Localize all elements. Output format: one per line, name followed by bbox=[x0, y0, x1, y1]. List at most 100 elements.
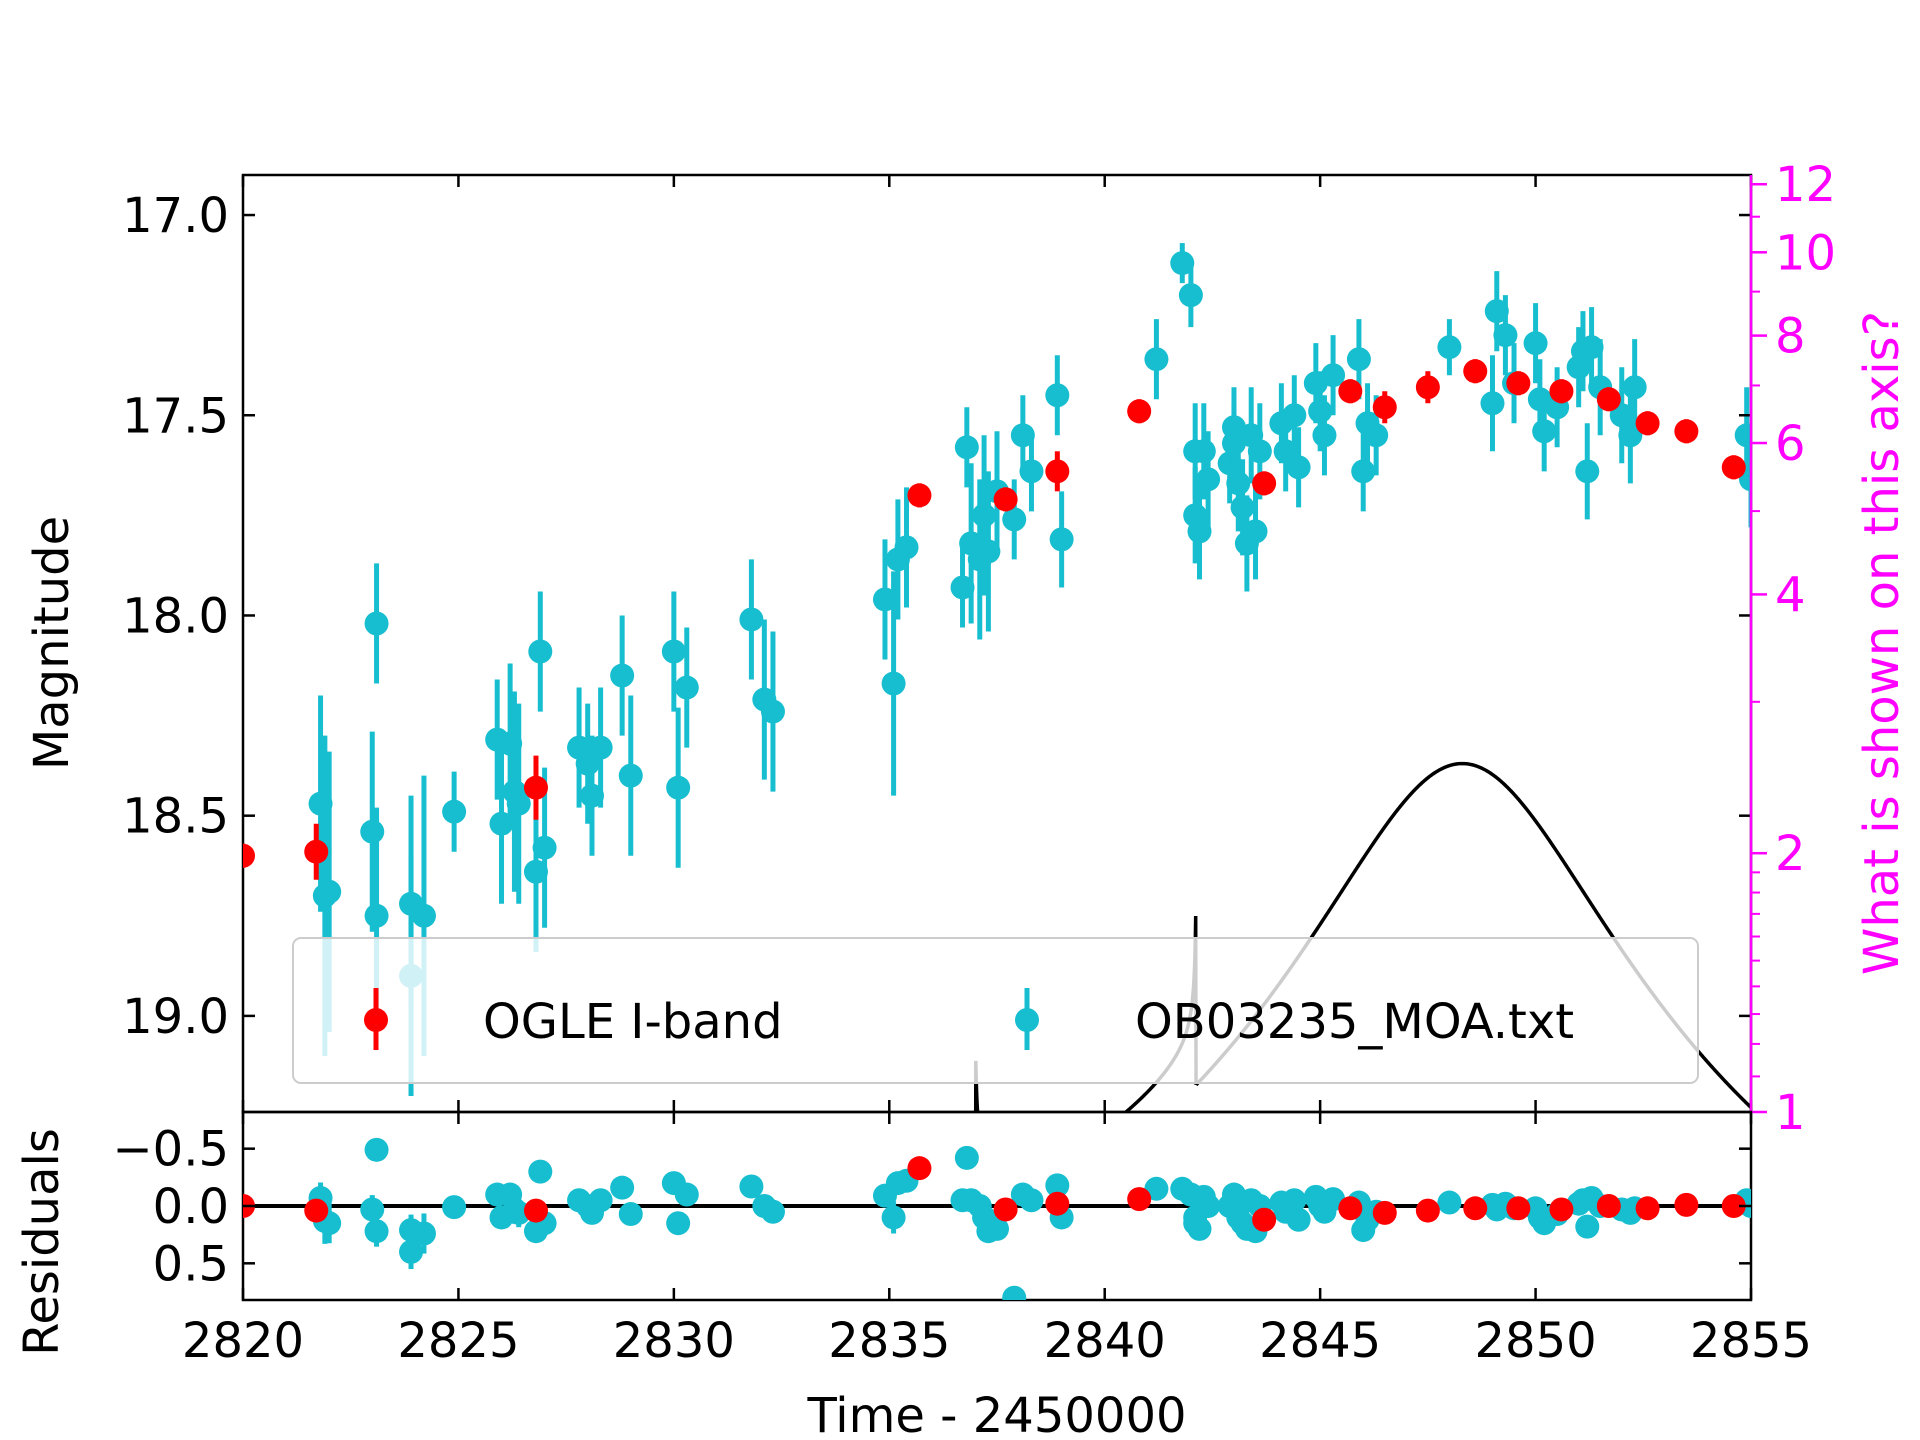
moa-point bbox=[976, 539, 1001, 564]
moa-point bbox=[1493, 323, 1518, 348]
right-axis-tick-label: 8 bbox=[1775, 309, 1806, 365]
moa-point bbox=[360, 819, 385, 844]
ogle-residual-point bbox=[1549, 1197, 1574, 1222]
moa-residual-point bbox=[985, 1216, 1009, 1241]
x-tick-label: 2820 bbox=[182, 1313, 304, 1369]
moa-residual-point bbox=[588, 1188, 613, 1213]
ogle-point bbox=[1045, 459, 1070, 484]
moa-point bbox=[1049, 527, 1074, 552]
main-y-tick-label: 19.0 bbox=[122, 989, 229, 1045]
moa-residual-point bbox=[1196, 1194, 1221, 1218]
moa-point bbox=[1622, 375, 1647, 400]
moa-residual-point bbox=[1282, 1188, 1307, 1213]
moa-residual-point bbox=[954, 1145, 979, 1170]
moa-point bbox=[317, 879, 342, 904]
moa-point bbox=[1484, 299, 1509, 324]
moa-point bbox=[1364, 423, 1389, 448]
ogle-point bbox=[1506, 371, 1531, 396]
residuals-y-tick-label: 0.5 bbox=[153, 1236, 229, 1292]
moa-point bbox=[1045, 383, 1070, 408]
moa-residual-point bbox=[881, 1205, 906, 1230]
x-axis-title: Time - 2450000 bbox=[806, 1388, 1186, 1440]
x-tick-label: 2840 bbox=[1044, 1313, 1166, 1369]
legend-ogle-marker bbox=[364, 1008, 388, 1032]
x-tick-label: 2830 bbox=[613, 1313, 735, 1369]
moa-residual-point bbox=[399, 1239, 424, 1264]
moa-point bbox=[1346, 347, 1371, 372]
ogle-point bbox=[1338, 379, 1363, 404]
legend-moa-label: OB03235_MOA.txt bbox=[1135, 994, 1574, 1050]
moa-point bbox=[1144, 347, 1169, 372]
moa-point bbox=[1178, 283, 1203, 308]
ogle-point bbox=[243, 843, 255, 868]
moa-residual-point bbox=[1144, 1176, 1169, 1201]
moa-point bbox=[1230, 495, 1255, 520]
moa-residual-point bbox=[1045, 1173, 1070, 1198]
ogle-residual-point bbox=[1127, 1187, 1152, 1212]
ogle-residual-point bbox=[1635, 1196, 1660, 1221]
ogle-residual-point bbox=[304, 1198, 329, 1223]
ogle-point bbox=[1415, 375, 1440, 400]
x-tick-label: 2845 bbox=[1259, 1313, 1381, 1369]
moa-point bbox=[532, 835, 557, 860]
ogle-point bbox=[907, 483, 932, 508]
ogle-point bbox=[1721, 455, 1746, 480]
ogle-point bbox=[1549, 379, 1574, 404]
legend-moa-marker bbox=[1015, 1008, 1039, 1032]
moa-residual-point bbox=[618, 1202, 643, 1227]
moa-residual-point bbox=[674, 1182, 699, 1207]
ogle-residual-point bbox=[1372, 1200, 1397, 1225]
moa-point bbox=[972, 503, 997, 528]
x-tick-label: 2825 bbox=[397, 1313, 519, 1369]
ogle-point bbox=[1372, 395, 1397, 420]
residuals-panel: −0.50.00.5 2820 2825 2830 2835 2840 2845 2850 2… bbox=[14, 1110, 1812, 1440]
moa-point bbox=[1734, 423, 1751, 448]
moa-point bbox=[1010, 423, 1035, 448]
moa-point bbox=[523, 859, 548, 884]
moa-point bbox=[1308, 399, 1333, 424]
x-tick-label: 2850 bbox=[1474, 1313, 1596, 1369]
moa-point bbox=[1523, 331, 1548, 356]
legend-entry-ogle: OGLE I-band bbox=[364, 988, 783, 1050]
moa-residual-point bbox=[360, 1197, 385, 1222]
moa-point bbox=[1002, 507, 1027, 532]
moa-residual-point bbox=[442, 1195, 467, 1220]
ogle-point bbox=[1127, 399, 1152, 424]
moa-residual-point bbox=[739, 1174, 764, 1199]
moa-point bbox=[1273, 439, 1298, 464]
moa-point bbox=[954, 435, 979, 460]
ogle-residual-point bbox=[993, 1197, 1018, 1222]
residuals-y-tick-label: 0.0 bbox=[153, 1179, 229, 1235]
moa-point bbox=[872, 587, 897, 612]
moa-residual-point bbox=[1019, 1188, 1044, 1213]
moa-point bbox=[894, 535, 919, 560]
moa-point bbox=[618, 763, 643, 788]
moa-point bbox=[1321, 363, 1346, 388]
moa-point bbox=[1480, 391, 1505, 416]
ogle-residual-point bbox=[1721, 1194, 1746, 1218]
residuals-y-tick-label: −0.5 bbox=[112, 1122, 229, 1178]
moa-point bbox=[1226, 471, 1251, 496]
moa-point bbox=[506, 791, 531, 816]
x-tick-label: 2855 bbox=[1690, 1313, 1812, 1369]
moa-point bbox=[1351, 459, 1376, 484]
moa-point bbox=[364, 903, 389, 928]
ogle-point bbox=[1463, 359, 1488, 384]
moa-residual-point bbox=[1286, 1207, 1311, 1232]
moa-residual-point bbox=[610, 1175, 635, 1200]
moa-point bbox=[579, 783, 604, 808]
moa-point bbox=[364, 611, 389, 636]
moa-residual-point bbox=[364, 1219, 389, 1244]
moa-point bbox=[661, 639, 686, 664]
ogle-residual-point bbox=[1415, 1198, 1440, 1223]
moa-point bbox=[1312, 423, 1337, 448]
moa-point bbox=[1437, 335, 1462, 360]
ogle-residual-point bbox=[523, 1198, 548, 1223]
moa-point bbox=[760, 699, 785, 724]
moa-point bbox=[881, 671, 906, 696]
ogle-point bbox=[1635, 411, 1660, 436]
ogle-residual-point bbox=[1252, 1207, 1277, 1232]
main-y-axis-title: Magnitude bbox=[24, 516, 80, 770]
moa-point bbox=[442, 799, 467, 824]
